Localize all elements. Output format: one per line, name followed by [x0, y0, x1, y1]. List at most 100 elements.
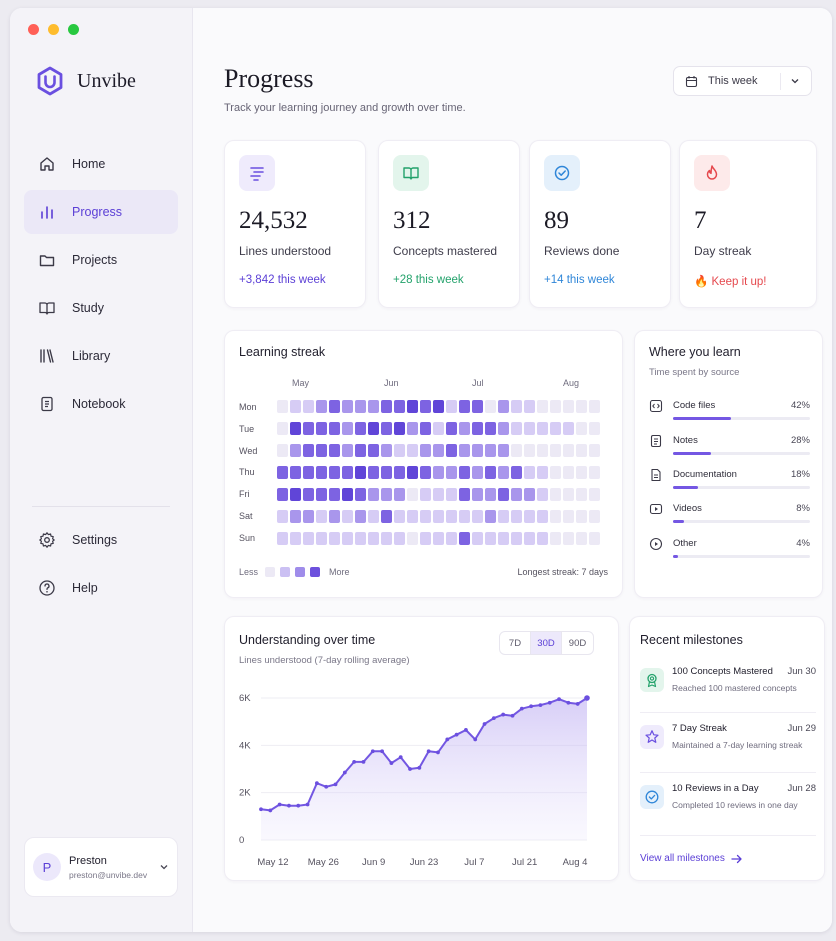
heatmap-cell[interactable] [329, 400, 340, 413]
data-point[interactable] [342, 770, 347, 775]
heatmap-cell[interactable] [381, 466, 392, 479]
data-point[interactable] [333, 782, 338, 787]
heatmap-cell[interactable] [316, 532, 327, 545]
heatmap-cell[interactable] [381, 488, 392, 501]
heatmap-cell[interactable] [407, 400, 418, 413]
heatmap-cell[interactable] [537, 400, 548, 413]
heatmap-cell[interactable] [394, 466, 405, 479]
data-point[interactable] [566, 700, 571, 705]
heatmap-cell[interactable] [589, 444, 600, 457]
heatmap-cell[interactable] [316, 444, 327, 457]
heatmap-cell[interactable] [576, 532, 587, 545]
heatmap-cell[interactable] [394, 422, 405, 435]
heatmap-cell[interactable] [420, 488, 431, 501]
heatmap-cell[interactable] [563, 422, 574, 435]
heatmap-cell[interactable] [420, 466, 431, 479]
heatmap-cell[interactable] [433, 422, 444, 435]
heatmap-cell[interactable] [589, 422, 600, 435]
data-point[interactable] [529, 704, 534, 709]
heatmap-cell[interactable] [303, 422, 314, 435]
heatmap-cell[interactable] [342, 488, 353, 501]
heatmap-cell[interactable] [524, 532, 535, 545]
heatmap-cell[interactable] [290, 466, 301, 479]
heatmap-cell[interactable] [407, 488, 418, 501]
sidebar-item-study[interactable]: Study [24, 286, 178, 330]
data-point[interactable] [296, 803, 301, 808]
heatmap-cell[interactable] [459, 510, 470, 523]
heatmap-cell[interactable] [550, 422, 561, 435]
sidebar-item-library[interactable]: Library [24, 334, 178, 378]
data-point[interactable] [584, 695, 590, 701]
heatmap-cell[interactable] [459, 532, 470, 545]
zoom-window-button[interactable] [68, 24, 79, 35]
data-point[interactable] [352, 760, 357, 764]
heatmap-cell[interactable] [524, 444, 535, 457]
user-menu[interactable]: P Preston preston@unvibe.dev [24, 837, 178, 897]
heatmap-cell[interactable] [550, 510, 561, 523]
heatmap-cell[interactable] [316, 488, 327, 501]
sidebar-item-settings[interactable]: Settings [24, 518, 178, 562]
sidebar-item-notebook[interactable]: Notebook [24, 382, 178, 426]
heatmap-cell[interactable] [381, 532, 392, 545]
heatmap-cell[interactable] [446, 422, 457, 435]
heatmap-cell[interactable] [316, 510, 327, 523]
heatmap-cell[interactable] [563, 400, 574, 413]
data-point[interactable] [324, 784, 329, 789]
close-window-button[interactable] [28, 24, 39, 35]
heatmap-cell[interactable] [550, 444, 561, 457]
data-point[interactable] [491, 716, 496, 721]
heatmap-cell[interactable] [277, 510, 288, 523]
heatmap-cell[interactable] [290, 400, 301, 413]
heatmap-cell[interactable] [537, 466, 548, 479]
data-point[interactable] [259, 807, 263, 812]
heatmap-cell[interactable] [316, 422, 327, 435]
heatmap-cell[interactable] [511, 422, 522, 435]
heatmap-cell[interactable] [485, 532, 496, 545]
heatmap-cell[interactable] [381, 444, 392, 457]
heatmap-cell[interactable] [550, 532, 561, 545]
heatmap-cell[interactable] [277, 444, 288, 457]
heatmap-cell[interactable] [316, 466, 327, 479]
heatmap-cell[interactable] [563, 532, 574, 545]
milestone-item[interactable]: 7 Day Streak Jun 29 Maintained a 7-day l… [640, 723, 816, 775]
heatmap-cell[interactable] [368, 466, 379, 479]
heatmap-cell[interactable] [303, 466, 314, 479]
data-point[interactable] [473, 737, 478, 742]
heatmap-cell[interactable] [537, 532, 548, 545]
heatmap-cell[interactable] [355, 444, 366, 457]
heatmap-cell[interactable] [342, 510, 353, 523]
data-point[interactable] [538, 703, 543, 707]
data-point[interactable] [445, 737, 450, 742]
heatmap-cell[interactable] [576, 488, 587, 501]
heatmap-cell[interactable] [472, 466, 483, 479]
data-point[interactable] [417, 765, 422, 770]
heatmap-cell[interactable] [563, 444, 574, 457]
heatmap-cell[interactable] [342, 466, 353, 479]
data-point[interactable] [519, 706, 524, 711]
heatmap-cell[interactable] [381, 422, 392, 435]
heatmap-cell[interactable] [537, 422, 548, 435]
heatmap-cell[interactable] [524, 400, 535, 413]
heatmap-cell[interactable] [394, 488, 405, 501]
heatmap-cell[interactable] [433, 532, 444, 545]
heatmap-cell[interactable] [277, 532, 288, 545]
heatmap-cell[interactable] [498, 488, 509, 501]
minimize-window-button[interactable] [48, 24, 59, 35]
data-point[interactable] [380, 749, 384, 754]
heatmap-cell[interactable] [511, 400, 522, 413]
data-point[interactable] [436, 750, 440, 755]
heatmap-cell[interactable] [355, 422, 366, 435]
heatmap-cell[interactable] [446, 488, 457, 501]
heatmap-cell[interactable] [420, 532, 431, 545]
heatmap-cell[interactable] [524, 422, 535, 435]
data-point[interactable] [547, 700, 552, 705]
heatmap-cell[interactable] [355, 532, 366, 545]
heatmap-cell[interactable] [498, 466, 509, 479]
heatmap-cell[interactable] [394, 400, 405, 413]
heatmap-cell[interactable] [446, 532, 457, 545]
heatmap-cell[interactable] [394, 532, 405, 545]
heatmap-cell[interactable] [355, 488, 366, 501]
heatmap-cell[interactable] [394, 444, 405, 457]
heatmap-cell[interactable] [407, 444, 418, 457]
heatmap-cell[interactable] [368, 422, 379, 435]
